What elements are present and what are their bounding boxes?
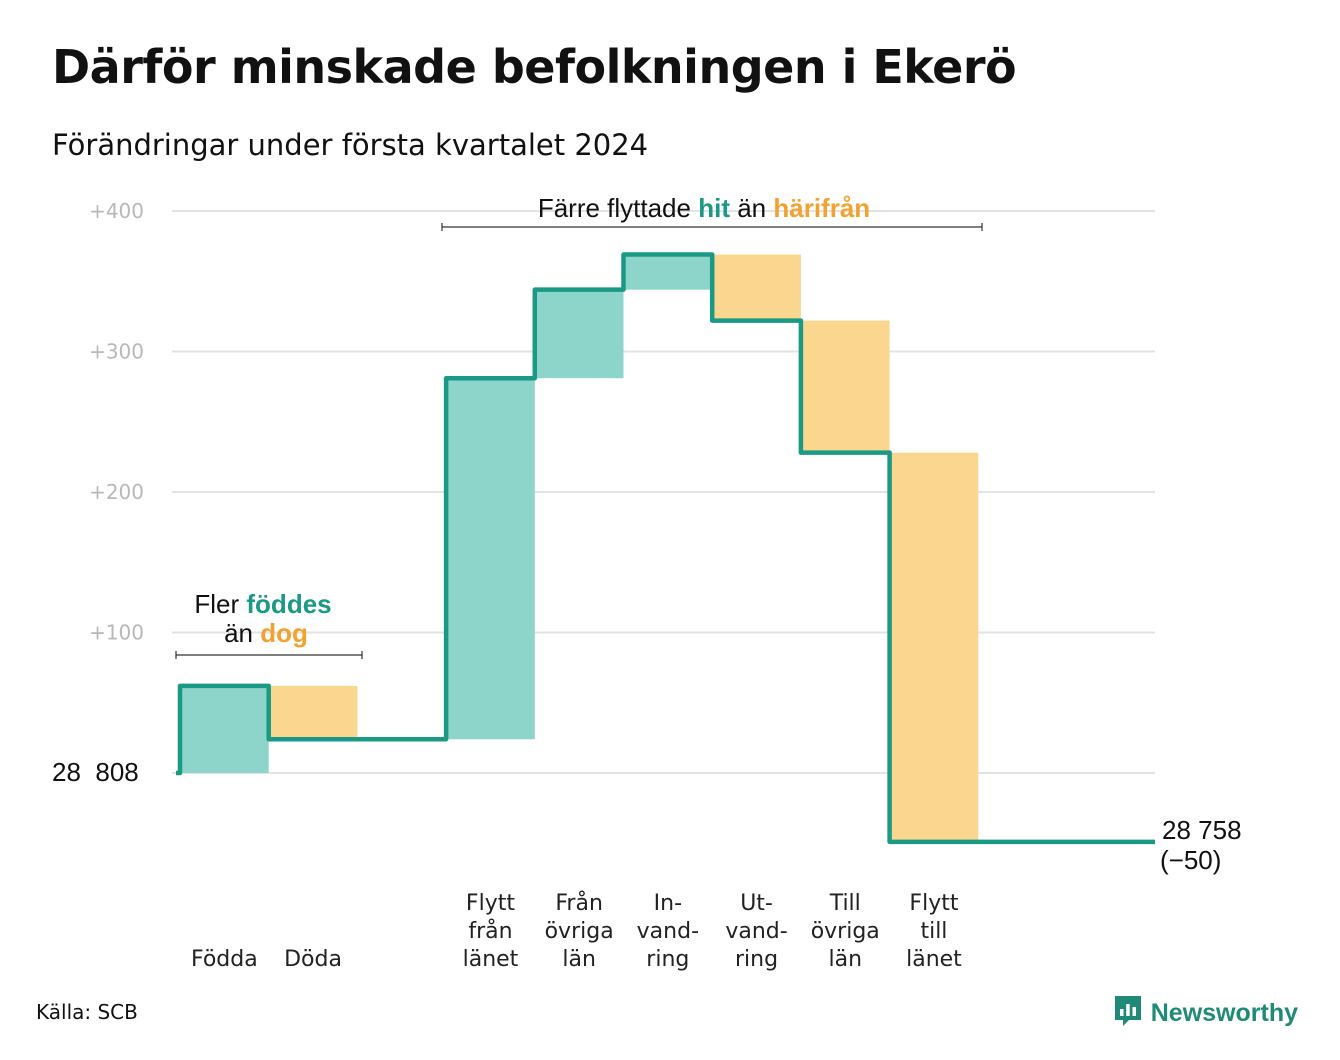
x-category-label: In-: [654, 891, 682, 916]
x-category-label: Från: [555, 890, 603, 916]
svg-text:än dog: än dog: [224, 618, 308, 648]
births-annotation-highlight: föddes: [246, 589, 331, 619]
x-category-label: övriga: [545, 919, 614, 944]
decrease-bar: [889, 452, 979, 842]
x-category-label: län: [562, 947, 596, 972]
y-tick-label: +300: [89, 340, 144, 364]
chart-subtitle: Förändringar under första kvartalet 2024: [52, 128, 649, 162]
deaths-annotation-highlight: dog: [260, 618, 308, 648]
x-category-label: Ut-: [740, 891, 773, 916]
moves-annotation-bracket: [441, 223, 983, 231]
x-category-label: Till: [829, 891, 861, 916]
births-annotation-prefix: Fler: [194, 589, 239, 619]
x-category-label: länet: [463, 947, 519, 972]
svg-text:Fler föddes: Fler föddes: [194, 589, 331, 619]
increase-bar: [623, 254, 713, 290]
moves-annotation: Färre flyttade hit än härifrån: [441, 193, 983, 231]
increase-bar: [446, 378, 535, 740]
end-change-label: (−50): [1160, 845, 1221, 875]
decrease-bar: [712, 254, 801, 321]
increase-bar: [534, 289, 624, 379]
moves-annotation-prefix: Färre flyttade: [538, 193, 691, 223]
newsworthy-logo[interactable]: Newsworthy: [1113, 994, 1298, 1033]
x-category-label: till: [920, 919, 947, 944]
x-category-label: vand-: [725, 919, 787, 944]
newsworthy-chart-icon: [1113, 994, 1143, 1033]
births-annotation-bracket: [175, 651, 363, 659]
moves-annotation-in: hit: [698, 193, 730, 223]
moves-annotation-middle: än: [737, 193, 766, 223]
x-category-label: övriga: [811, 919, 880, 944]
x-category-label: vand-: [637, 919, 699, 944]
x-category-label: Flytt: [466, 891, 515, 916]
decrease-bar: [268, 685, 358, 740]
bars: [180, 254, 979, 842]
end-value-label: 28 758: [1162, 815, 1242, 845]
births-annotation: Fler föddes än dog: [175, 589, 363, 659]
x-category-label: från: [468, 918, 512, 944]
y-axis-ticks: +400 +300 +200 +100: [89, 199, 144, 645]
gridlines: [172, 210, 1155, 774]
waterfall-chart: +400+300+200+100 Födda DödaFlyttfrånlänet…: [52, 193, 1242, 972]
svg-text:Färre flyttade hit: Färre flyttade hit än härifrån: [538, 193, 870, 223]
increase-bar: [180, 685, 269, 773]
x-category-label: Födda: [191, 947, 258, 972]
chart-title: Därför minskade befolkningen i Ekerö: [52, 40, 1017, 94]
x-category-label: län: [828, 947, 862, 972]
x-category-label: ring: [735, 947, 778, 972]
moves-annotation-out: härifrån: [773, 193, 870, 223]
x-category-label: ring: [646, 947, 689, 972]
cumulative-population-line: [176, 252, 1155, 845]
x-category-label: länet: [906, 947, 962, 972]
x-category-label: Döda: [284, 947, 342, 972]
newsworthy-brand-name: Newsworthy: [1150, 999, 1298, 1027]
cumulative-line: [176, 252, 1155, 845]
deaths-annotation-prefix: än: [224, 618, 253, 648]
decrease-bar: [800, 320, 890, 453]
x-category-label: Flytt: [909, 891, 958, 916]
source-note: Källa: SCB: [36, 1000, 138, 1024]
start-value-label: 28 808: [52, 757, 139, 787]
y-tick-label: +100: [89, 621, 144, 645]
x-axis-labels: Födda DödaFlyttfrånlänetFrånövrigalänIn-v…: [191, 890, 962, 972]
y-tick-label: +400: [89, 199, 144, 223]
y-tick-label: +200: [89, 480, 144, 504]
